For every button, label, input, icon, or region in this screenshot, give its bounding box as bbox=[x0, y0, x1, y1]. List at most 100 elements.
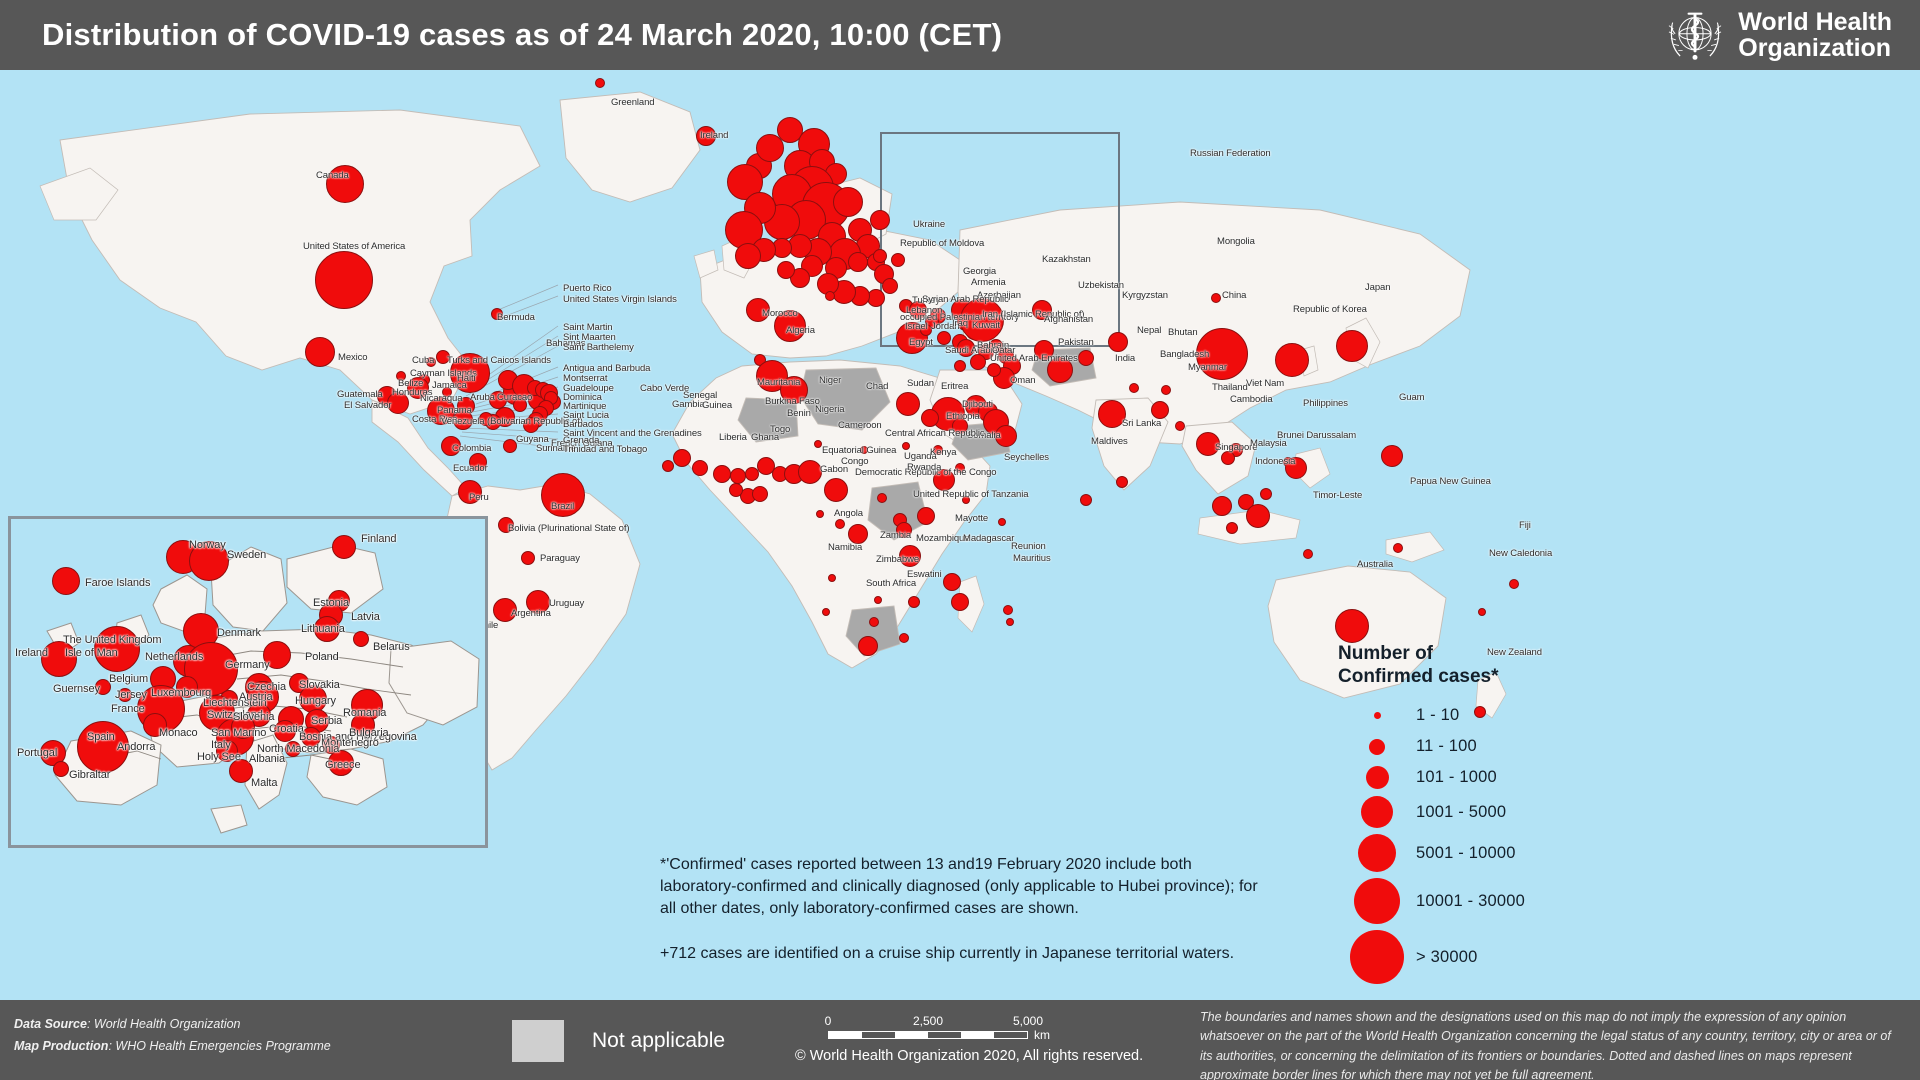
world-map-geometry: .land { fill:#f7f4f1; stroke:#c3bcb6; st… bbox=[39, 91, 1507, 771]
case-bubble bbox=[1212, 496, 1232, 516]
case-bubble bbox=[730, 468, 746, 484]
case-bubble bbox=[1196, 432, 1220, 456]
case-bubble bbox=[1116, 476, 1128, 488]
case-bubble bbox=[896, 522, 912, 538]
legend-row: 11 - 100 bbox=[1338, 731, 1758, 762]
legend-title: Number of Confirmed cases* bbox=[1338, 643, 1499, 688]
case-bubble bbox=[436, 350, 450, 364]
case-bubble bbox=[328, 750, 354, 776]
case-bubble bbox=[1211, 293, 1221, 303]
case-bubble bbox=[118, 688, 132, 702]
case-bubble bbox=[970, 354, 986, 370]
case-bubble bbox=[453, 410, 473, 430]
case-bubble bbox=[735, 243, 761, 269]
legend-symbol bbox=[1338, 712, 1416, 720]
case-bubble bbox=[745, 467, 759, 481]
legend-class-label: 11 - 100 bbox=[1416, 737, 1477, 756]
legend-row: 1 - 10 bbox=[1338, 700, 1758, 731]
case-bubble bbox=[94, 626, 140, 672]
case-bubble bbox=[746, 298, 770, 322]
case-bubble bbox=[1098, 400, 1126, 428]
legend-circle-icon bbox=[1369, 738, 1385, 755]
scale-tick-labels: 0 2,500 5,000 bbox=[824, 1014, 1088, 1029]
case-bubble bbox=[995, 425, 1017, 447]
case-bubble bbox=[305, 337, 335, 367]
case-bubble bbox=[469, 453, 487, 471]
case-bubble bbox=[521, 551, 535, 565]
case-bubble bbox=[951, 593, 969, 611]
legend-circle-icon bbox=[1373, 712, 1381, 720]
case-bubble bbox=[441, 436, 461, 456]
who-emblem-icon bbox=[1668, 12, 1722, 60]
case-bubble bbox=[77, 721, 129, 773]
data-source-line: Data Source: World Health Organization bbox=[14, 1017, 241, 1031]
case-bubble bbox=[1161, 385, 1171, 395]
case-bubble bbox=[814, 440, 822, 448]
case-bubble bbox=[962, 496, 970, 504]
case-bubble bbox=[696, 126, 716, 146]
legend-class-label: 1 - 10 bbox=[1416, 706, 1460, 725]
case-bubble bbox=[314, 616, 340, 642]
legend-class-label: 5001 - 10000 bbox=[1416, 843, 1516, 862]
scale-bar-graphic bbox=[828, 1031, 1028, 1039]
case-bubble bbox=[692, 460, 708, 476]
case-bubble bbox=[908, 596, 920, 608]
case-bubble bbox=[1474, 706, 1486, 718]
case-bubble bbox=[877, 493, 887, 503]
case-bubble bbox=[987, 363, 1001, 377]
legend-class-label: 10001 - 30000 bbox=[1416, 891, 1526, 910]
legend-row: 10001 - 30000 bbox=[1338, 875, 1758, 927]
legend-circle-icon bbox=[1354, 878, 1400, 925]
case-bubble bbox=[315, 251, 373, 309]
who-logo: World Health Organization bbox=[1664, 4, 1892, 66]
case-bubble bbox=[752, 486, 768, 502]
case-bubble bbox=[1129, 383, 1139, 393]
case-bubble bbox=[1032, 300, 1052, 320]
case-bubble bbox=[757, 457, 775, 475]
case-bubble bbox=[798, 460, 822, 484]
case-bubble bbox=[1006, 618, 1014, 626]
map-production-value: WHO Health Emergencies Programme bbox=[115, 1038, 331, 1053]
case-bubble bbox=[955, 463, 965, 473]
case-bubble bbox=[407, 377, 429, 399]
map-production-label: Map Production bbox=[14, 1038, 109, 1053]
case-bubble bbox=[53, 761, 69, 777]
map-footnotes: *'Confirmed' cases reported between 13 a… bbox=[660, 854, 1270, 965]
case-bubble bbox=[1078, 350, 1094, 366]
case-bubble bbox=[774, 310, 806, 342]
case-bubble bbox=[896, 392, 920, 416]
case-bubble bbox=[822, 608, 830, 616]
case-bubble bbox=[816, 510, 824, 518]
europe-inset-map[interactable]: Faroe Islands Norway Sweden Finland The Unit… bbox=[8, 516, 488, 848]
legend-class-label: > 30000 bbox=[1416, 947, 1478, 966]
case-bubble bbox=[933, 469, 955, 491]
world-map[interactable]: .land { fill:#f7f4f1; stroke:#c3bcb6; st… bbox=[0, 70, 1920, 1000]
scale-tick: 0 bbox=[824, 1014, 832, 1028]
legend-symbol bbox=[1338, 796, 1416, 829]
case-bubble bbox=[1226, 522, 1238, 534]
footer-credits: Data Source: World Health Organization M… bbox=[14, 1014, 331, 1058]
case-bubble bbox=[954, 360, 966, 372]
case-bubble bbox=[1151, 401, 1169, 419]
scale-tick: 5,000 bbox=[1012, 1014, 1044, 1028]
case-bubble bbox=[835, 519, 845, 529]
case-bubble bbox=[902, 442, 910, 450]
case-bubble bbox=[387, 392, 409, 414]
case-bubble bbox=[858, 636, 878, 656]
case-bubble bbox=[833, 187, 863, 217]
scale-unit-label: km bbox=[1034, 1028, 1050, 1042]
copyright-notice: © World Health Organization 2020, All ri… bbox=[795, 1048, 1144, 1064]
case-bubble bbox=[848, 252, 868, 272]
case-bubble bbox=[848, 524, 868, 544]
data-source-label: Data Source bbox=[14, 1017, 87, 1031]
legend-row: 5001 - 10000 bbox=[1338, 831, 1758, 875]
case-bubble bbox=[1047, 357, 1073, 383]
case-bubble bbox=[1393, 543, 1403, 553]
case-bubble bbox=[427, 397, 455, 425]
case-bubble bbox=[498, 517, 514, 533]
case-bubble bbox=[1196, 328, 1248, 380]
case-bubble bbox=[1381, 445, 1403, 467]
scale-tick: 2,500 bbox=[912, 1014, 944, 1028]
case-bubble bbox=[917, 507, 935, 525]
case-bubble bbox=[1285, 457, 1307, 479]
